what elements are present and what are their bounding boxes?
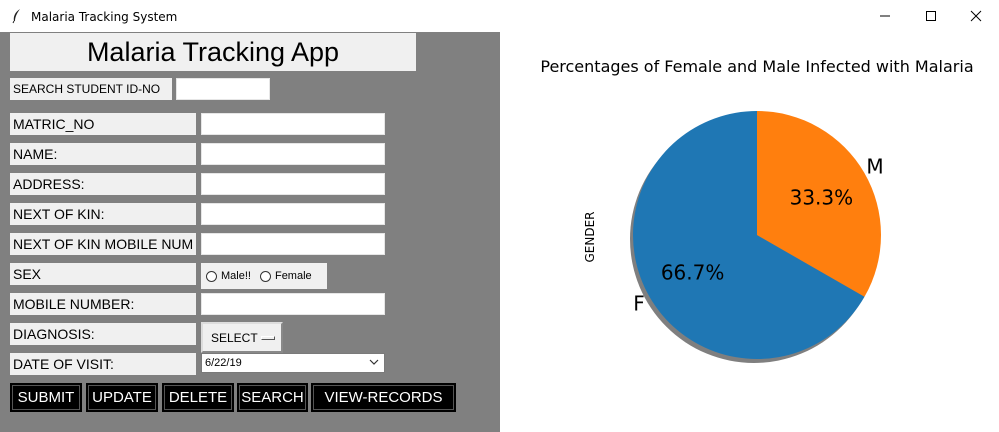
name-input[interactable] (201, 143, 385, 165)
diagnosis-select-value: SELECT (211, 330, 258, 345)
male-radio[interactable] (206, 270, 217, 282)
sex-radio-group: Male!! Female (201, 263, 327, 289)
mobile-input[interactable] (201, 293, 385, 315)
view-records-button[interactable]: VIEW-RECORDS (311, 383, 456, 412)
pie-chart: Percentages of Female and Male Infected … (540, 57, 974, 363)
chart-ylabel: GENDER (583, 211, 597, 262)
matric-label: MATRIC_NO (10, 113, 196, 135)
feather-icon (12, 9, 20, 24)
chart-title: Percentages of Female and Male Infected … (540, 57, 973, 76)
close-icon (970, 10, 982, 22)
search-button[interactable]: SEARCH (237, 383, 308, 412)
matric-input[interactable] (201, 113, 385, 135)
date-value: 6/22/19 (205, 357, 242, 369)
next-of-kin-label: NEXT OF KIN: (10, 203, 196, 225)
submit-button[interactable]: SUBMIT (10, 383, 82, 412)
diagnosis-select[interactable]: SELECT (201, 322, 283, 353)
kin-mobile-label: NEXT OF KIN MOBILE NUM (10, 233, 196, 255)
search-input[interactable] (176, 78, 270, 100)
minimize-icon (880, 15, 890, 17)
chevron-down-icon[interactable] (369, 357, 379, 367)
address-label: ADDRESS: (10, 173, 196, 195)
pie-group: 66.7% F 33.3% M (630, 111, 884, 363)
minimize-button[interactable] (862, 0, 908, 32)
pie-slice-f (633, 111, 865, 359)
pie-category-label: F (633, 291, 645, 315)
date-picker[interactable]: 6/22/19 (201, 353, 385, 373)
app-heading: Malaria Tracking App (10, 33, 416, 71)
next-of-kin-input[interactable] (201, 203, 385, 225)
pie-percent-label: 66.7% (661, 260, 725, 284)
diagnosis-label: DIAGNOSIS: (10, 323, 196, 345)
chart-panel: Percentages of Female and Male Infected … (500, 32, 999, 432)
update-button[interactable]: UPDATE (86, 383, 158, 412)
option-menu-indicator-icon (261, 336, 275, 340)
maximize-button[interactable] (908, 0, 954, 32)
title-bar[interactable]: Malaria Tracking System (0, 0, 999, 32)
kin-mobile-input[interactable] (201, 233, 385, 255)
sex-label: SEX (10, 263, 196, 285)
mobile-label: MOBILE NUMBER: (10, 293, 196, 315)
pie-category-label: M (866, 155, 883, 179)
form-panel: Malaria Tracking App SEARCH STUDENT ID-N… (0, 32, 500, 432)
female-radio[interactable] (259, 270, 271, 282)
window-title: Malaria Tracking System (31, 10, 178, 24)
maximize-icon (926, 11, 936, 21)
name-label: NAME: (10, 143, 196, 165)
date-label: DATE OF VISIT: (10, 353, 196, 375)
pie-percent-label: 33.3% (790, 186, 854, 210)
search-label: SEARCH STUDENT ID-NO (10, 78, 172, 100)
address-input[interactable] (201, 173, 385, 195)
delete-button[interactable]: DELETE (162, 383, 234, 412)
pie-slice-m (757, 111, 881, 297)
female-radio-label[interactable]: Female (274, 270, 312, 282)
male-radio-label[interactable]: Male!! (221, 270, 251, 282)
close-button[interactable] (953, 0, 999, 32)
